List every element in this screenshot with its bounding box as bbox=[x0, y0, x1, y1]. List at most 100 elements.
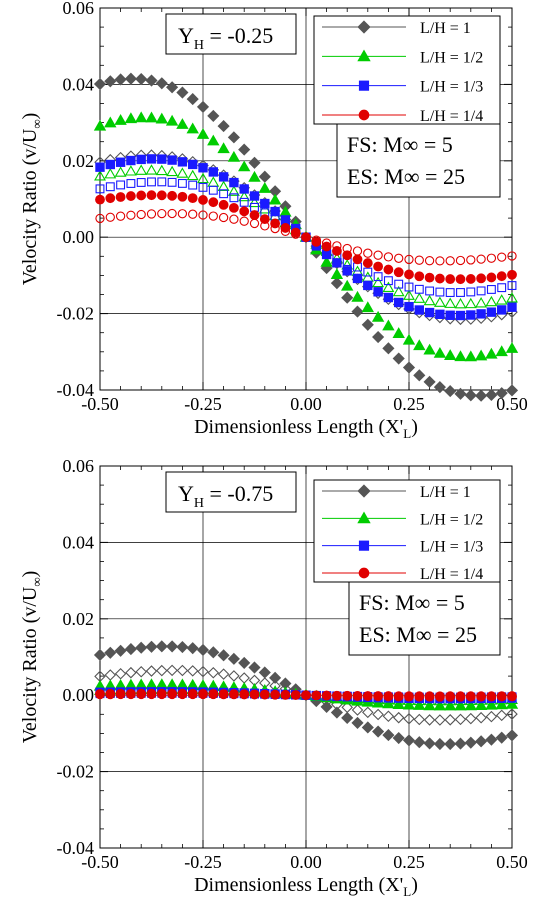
data-point bbox=[227, 131, 240, 144]
data-point-open bbox=[166, 165, 179, 177]
data-point bbox=[125, 191, 136, 201]
data-point bbox=[320, 255, 333, 267]
data-point-open bbox=[124, 165, 137, 176]
data-point bbox=[280, 689, 291, 700]
data-point bbox=[186, 93, 199, 106]
data-point-open bbox=[373, 250, 383, 260]
data-point bbox=[393, 267, 404, 278]
data-point bbox=[383, 691, 394, 702]
x-tick-label: -0.50 bbox=[81, 852, 119, 872]
data-point-open bbox=[248, 196, 261, 208]
data-point bbox=[176, 640, 189, 654]
data-point-open bbox=[227, 185, 240, 196]
data-point bbox=[394, 297, 404, 308]
y-axis-title-sub: ∞ bbox=[29, 119, 44, 128]
data-point-open bbox=[373, 272, 383, 282]
data-point bbox=[505, 697, 519, 709]
chart-panel-2: -0.50 -0.25 0.00 0.25 0.50 -0.04 -0.02 0.00 0.02… bbox=[19, 456, 528, 899]
data-point bbox=[402, 698, 416, 710]
data-point bbox=[423, 343, 436, 355]
legend-marker bbox=[357, 49, 371, 62]
data-point-open bbox=[372, 276, 385, 288]
data-point bbox=[95, 194, 105, 205]
data-point bbox=[497, 305, 507, 315]
data-point-open bbox=[217, 668, 230, 680]
data-point bbox=[455, 691, 466, 702]
data-point bbox=[485, 347, 498, 359]
data-point-open bbox=[394, 279, 404, 289]
data-point bbox=[362, 258, 373, 268]
data-point bbox=[413, 736, 426, 749]
data-point-open bbox=[197, 665, 209, 678]
data-point bbox=[423, 699, 436, 711]
data-point bbox=[135, 641, 148, 654]
y-tick-label: 0.02 bbox=[63, 151, 95, 171]
data-point bbox=[361, 318, 374, 331]
data-point bbox=[342, 690, 353, 701]
data-point bbox=[444, 699, 457, 711]
data-point bbox=[341, 711, 354, 724]
data-point-open bbox=[433, 296, 446, 307]
x-axis-title: Dimensionless Length (X'L) bbox=[194, 416, 418, 441]
data-point bbox=[454, 699, 467, 711]
data-point bbox=[505, 729, 519, 742]
data-point bbox=[331, 690, 342, 701]
legend-label: L/H = 1/3 bbox=[420, 79, 483, 96]
y-tick-label: 0.06 bbox=[63, 456, 95, 476]
data-point bbox=[373, 287, 383, 297]
data-point bbox=[311, 690, 322, 701]
data-point bbox=[330, 706, 343, 719]
legend-label: L/H = 1/2 bbox=[420, 511, 483, 528]
data-point bbox=[342, 266, 352, 276]
y-tick-label: -0.02 bbox=[57, 304, 95, 324]
data-point bbox=[198, 195, 208, 205]
legend-label: L/H = 1 bbox=[420, 484, 471, 501]
data-point-open bbox=[177, 209, 188, 219]
x-tick-label: 0.00 bbox=[290, 394, 322, 414]
data-point bbox=[290, 690, 301, 700]
data-point-open bbox=[114, 166, 127, 177]
annotation-label: YH = -0.25 bbox=[178, 23, 273, 53]
data-point bbox=[248, 170, 261, 182]
data-point bbox=[311, 236, 322, 247]
data-point-open bbox=[167, 208, 177, 219]
data-point bbox=[352, 254, 363, 265]
data-point bbox=[290, 227, 301, 238]
data-point bbox=[414, 691, 425, 702]
data-point-open bbox=[239, 197, 249, 207]
data-point-open bbox=[136, 178, 146, 187]
legend-box bbox=[313, 15, 501, 125]
y-tick-label: 0.02 bbox=[63, 609, 95, 629]
data-point bbox=[145, 74, 158, 87]
data-point bbox=[485, 733, 498, 746]
data-point bbox=[466, 310, 476, 320]
data-point bbox=[227, 150, 241, 162]
data-point bbox=[505, 384, 519, 397]
data-point-open bbox=[464, 297, 477, 309]
data-point-open bbox=[425, 286, 435, 296]
data-point bbox=[105, 193, 116, 204]
data-point-open bbox=[403, 712, 415, 725]
data-point bbox=[196, 100, 210, 113]
data-point bbox=[217, 142, 230, 154]
data-point-open bbox=[105, 212, 115, 222]
data-point bbox=[362, 691, 373, 702]
data-point bbox=[207, 109, 220, 122]
data-point bbox=[146, 190, 157, 201]
data-point bbox=[464, 350, 477, 362]
data-point-open bbox=[382, 281, 395, 293]
x-tick-label: -0.50 bbox=[81, 394, 119, 414]
data-point bbox=[332, 258, 342, 268]
annotation-base: Y bbox=[178, 23, 194, 48]
y-tick-label: 0.00 bbox=[63, 227, 95, 247]
data-point bbox=[167, 688, 178, 699]
data-point bbox=[155, 112, 168, 124]
series-2 bbox=[93, 111, 519, 362]
data-point bbox=[444, 737, 457, 751]
data-point bbox=[124, 72, 137, 85]
data-point-open bbox=[147, 177, 156, 187]
data-point-open bbox=[197, 172, 209, 184]
data-point bbox=[476, 273, 487, 284]
data-point bbox=[435, 309, 445, 319]
data-point bbox=[404, 691, 414, 702]
